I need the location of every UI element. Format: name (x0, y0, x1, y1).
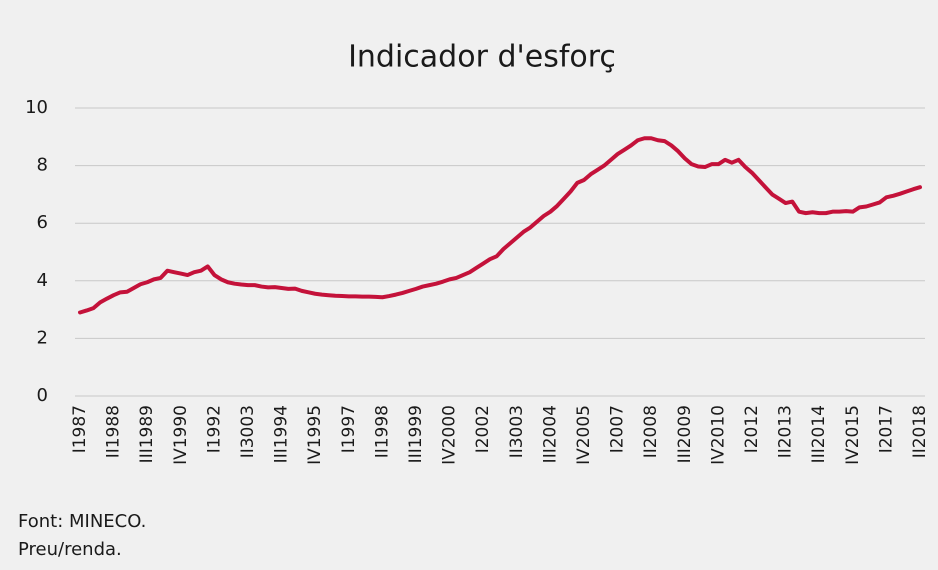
x-tick-label: I2017 (876, 405, 896, 453)
x-tick-label: III2014 (809, 405, 829, 463)
x-tick-label: IV2010 (708, 405, 728, 465)
x-tick-label: I2007 (608, 405, 628, 453)
x-tick-label: III1989 (137, 405, 157, 463)
chart-title: Indicador d'esforç (348, 40, 616, 75)
x-tick-label: II3003 (507, 405, 527, 458)
x-tick-label: IV2005 (574, 405, 594, 465)
x-tick-label: II1988 (104, 405, 124, 458)
x-tick-label: III1994 (272, 405, 292, 463)
x-tick-label: IV2015 (843, 405, 863, 465)
x-tick-label: I1992 (204, 405, 224, 453)
x-tick-label: I2002 (473, 405, 493, 453)
x-tick-label: II2008 (641, 405, 661, 458)
x-tick-label: III2004 (540, 405, 560, 463)
x-tick-label: II3003 (238, 405, 258, 458)
y-tick-label: 8 (37, 155, 48, 176)
x-tick-label: IV1995 (305, 405, 325, 465)
x-tick-label: II1998 (372, 405, 392, 458)
x-tick-label: IV1990 (171, 405, 191, 465)
x-tick-label: III1999 (406, 405, 426, 463)
y-tick-label: 6 (37, 212, 48, 233)
x-tick-label: III2009 (675, 405, 695, 463)
line-series (78, 136, 922, 315)
x-tick-label: I2012 (742, 405, 762, 453)
y-tick-label: 2 (37, 327, 48, 348)
y-tick-label: 4 (37, 270, 48, 291)
x-tick-label: IV2000 (440, 405, 460, 465)
y-tick-label: 0 (37, 385, 48, 406)
note: Font: MINECO. (18, 511, 146, 532)
x-tick-label: I1987 (70, 405, 90, 453)
y-tick-label: 10 (25, 97, 48, 118)
note: Preu/renda. (18, 539, 122, 560)
x-tick-label: II2013 (776, 405, 796, 458)
x-tick-label: II2018 (910, 405, 930, 458)
x-tick-label: I1997 (339, 405, 359, 453)
